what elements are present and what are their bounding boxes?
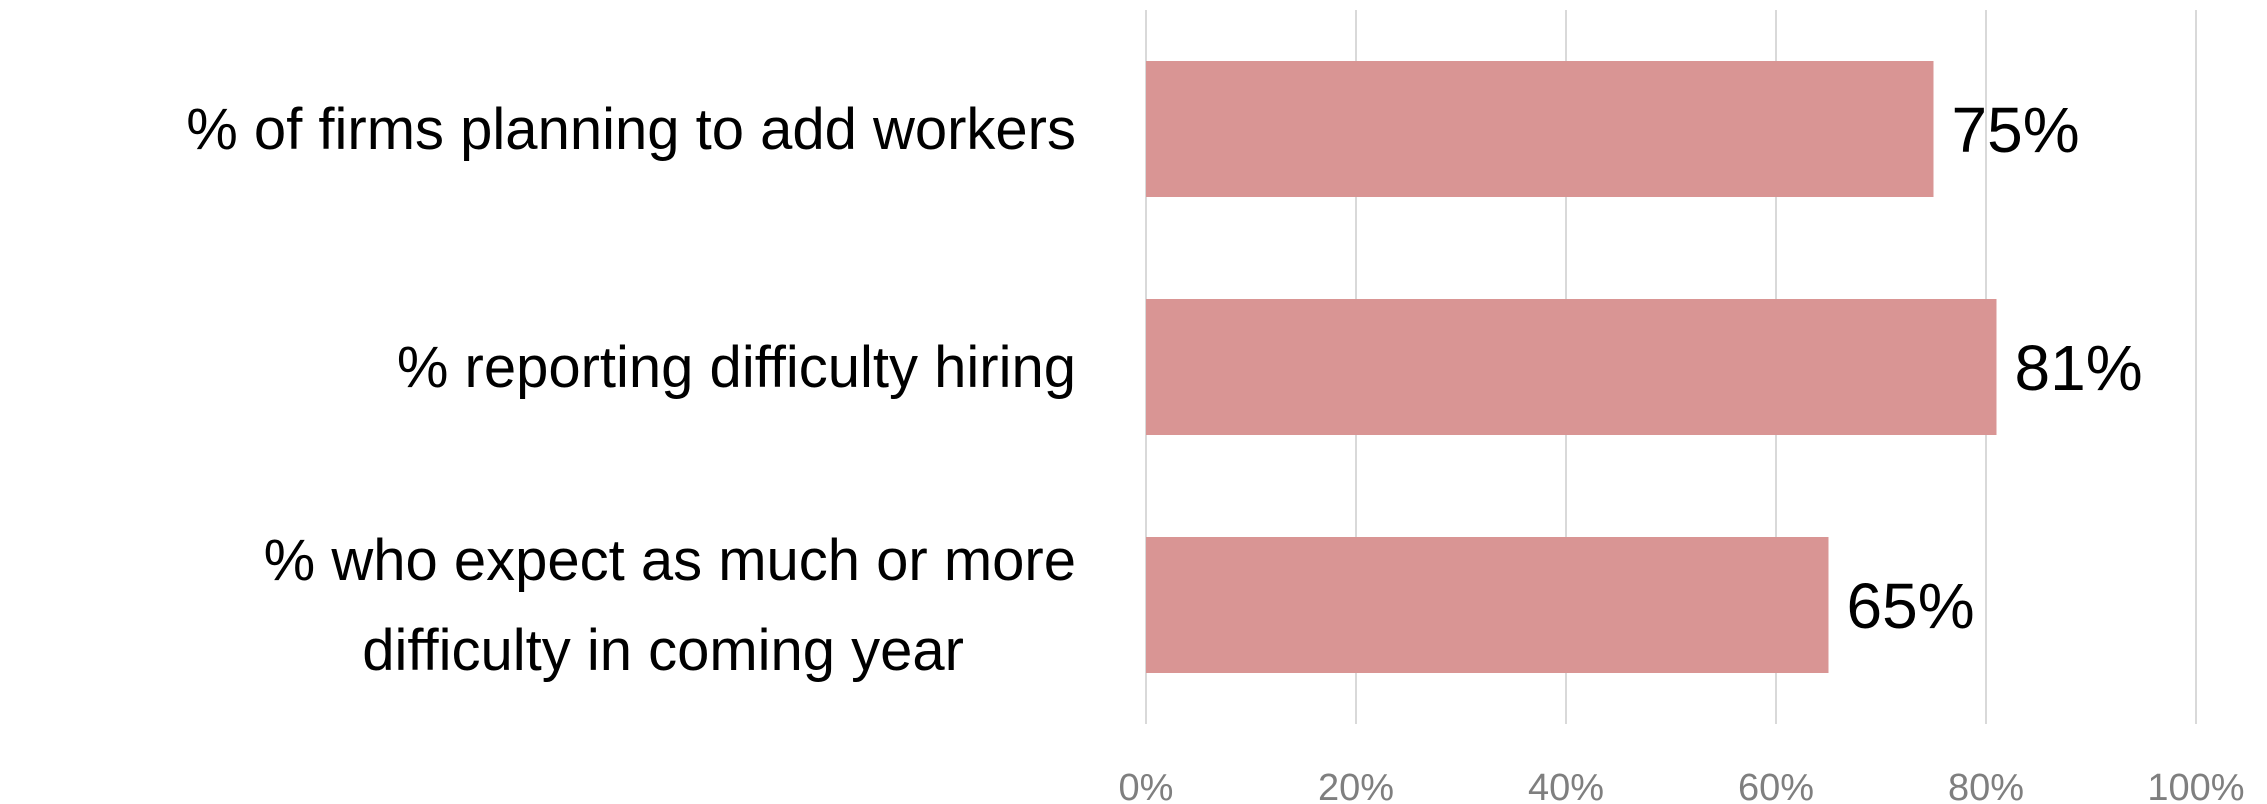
category-label-line: % who expect as much or more [264,528,1076,593]
x-tick-label: 20% [1318,767,1394,804]
x-tick-label: 60% [1738,767,1814,804]
data-label: 65% [1847,570,1975,642]
data-label: 75% [1952,94,2080,166]
data-label: 81% [2015,332,2143,404]
x-tick-label: 100% [2147,767,2244,804]
labels: 0% 20% 40% 60% 80% 100% 75% % of firms planning… [186,94,2244,804]
category-label: % who expect as much or more difficulty i… [264,528,1076,683]
category-label: % of firms planning to add workers [186,97,1076,162]
category-label-line: difficulty in coming year [362,618,964,683]
x-tick-label: 80% [1948,767,2024,804]
bar [1146,299,1997,435]
bar [1146,61,1934,197]
x-tick-label: 40% [1528,767,1604,804]
bars [1146,61,1997,673]
x-tick-label: 0% [1119,767,1174,804]
category-label-line: % of firms planning to add workers [186,97,1076,162]
category-label-line: % reporting difficulty hiring [397,335,1076,400]
bar [1146,537,1829,673]
category-label: % reporting difficulty hiring [397,335,1076,400]
